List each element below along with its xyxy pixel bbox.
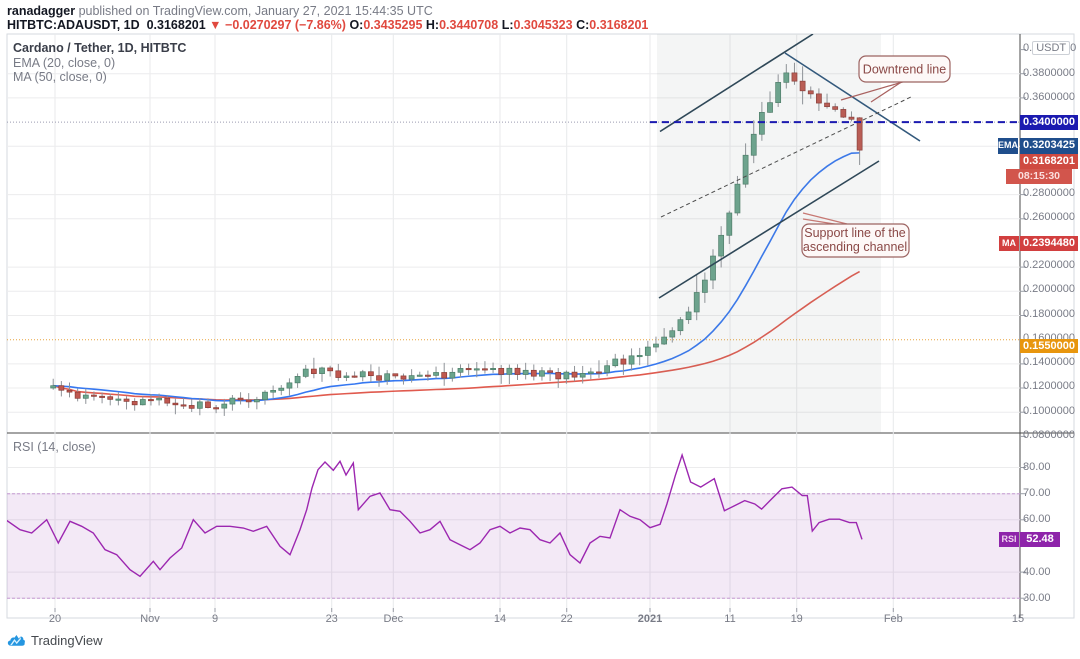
svg-text:Downtrend line: Downtrend line bbox=[863, 63, 946, 77]
svg-text:Support line of the: Support line of the bbox=[804, 226, 906, 240]
svg-text:ascending channel: ascending channel bbox=[803, 240, 907, 254]
